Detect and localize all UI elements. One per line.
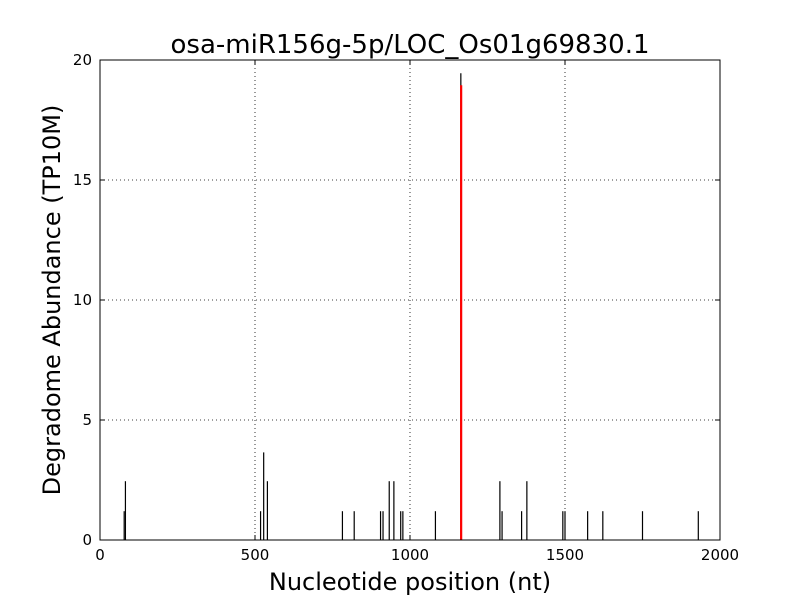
grid-lines xyxy=(100,60,720,540)
data-bars xyxy=(123,73,699,540)
axis-ticks xyxy=(99,59,721,541)
y-tick-label: 10 xyxy=(73,291,92,309)
y-tick-labels: 0 5 10 15 20 xyxy=(73,51,92,549)
y-tick-label: 15 xyxy=(73,171,92,189)
x-tick-label: 500 xyxy=(241,546,270,564)
chart-title: osa-miR156g-5p/LOC_Os01g69830.1 xyxy=(171,30,650,60)
y-tick-label: 20 xyxy=(73,51,92,69)
x-tick-label: 1500 xyxy=(546,546,584,564)
y-tick-label: 0 xyxy=(82,531,92,549)
x-tick-label: 2000 xyxy=(701,546,739,564)
x-tick-label: 1000 xyxy=(391,546,429,564)
y-tick-label: 5 xyxy=(82,411,92,429)
x-axis-label: Nucleotide position (nt) xyxy=(269,568,551,596)
x-tick-label: 0 xyxy=(95,546,105,564)
x-tick-labels: 0 500 1000 1500 2000 xyxy=(95,546,739,564)
y-axis-label: Degradome Abundance (TP10M) xyxy=(38,105,66,496)
